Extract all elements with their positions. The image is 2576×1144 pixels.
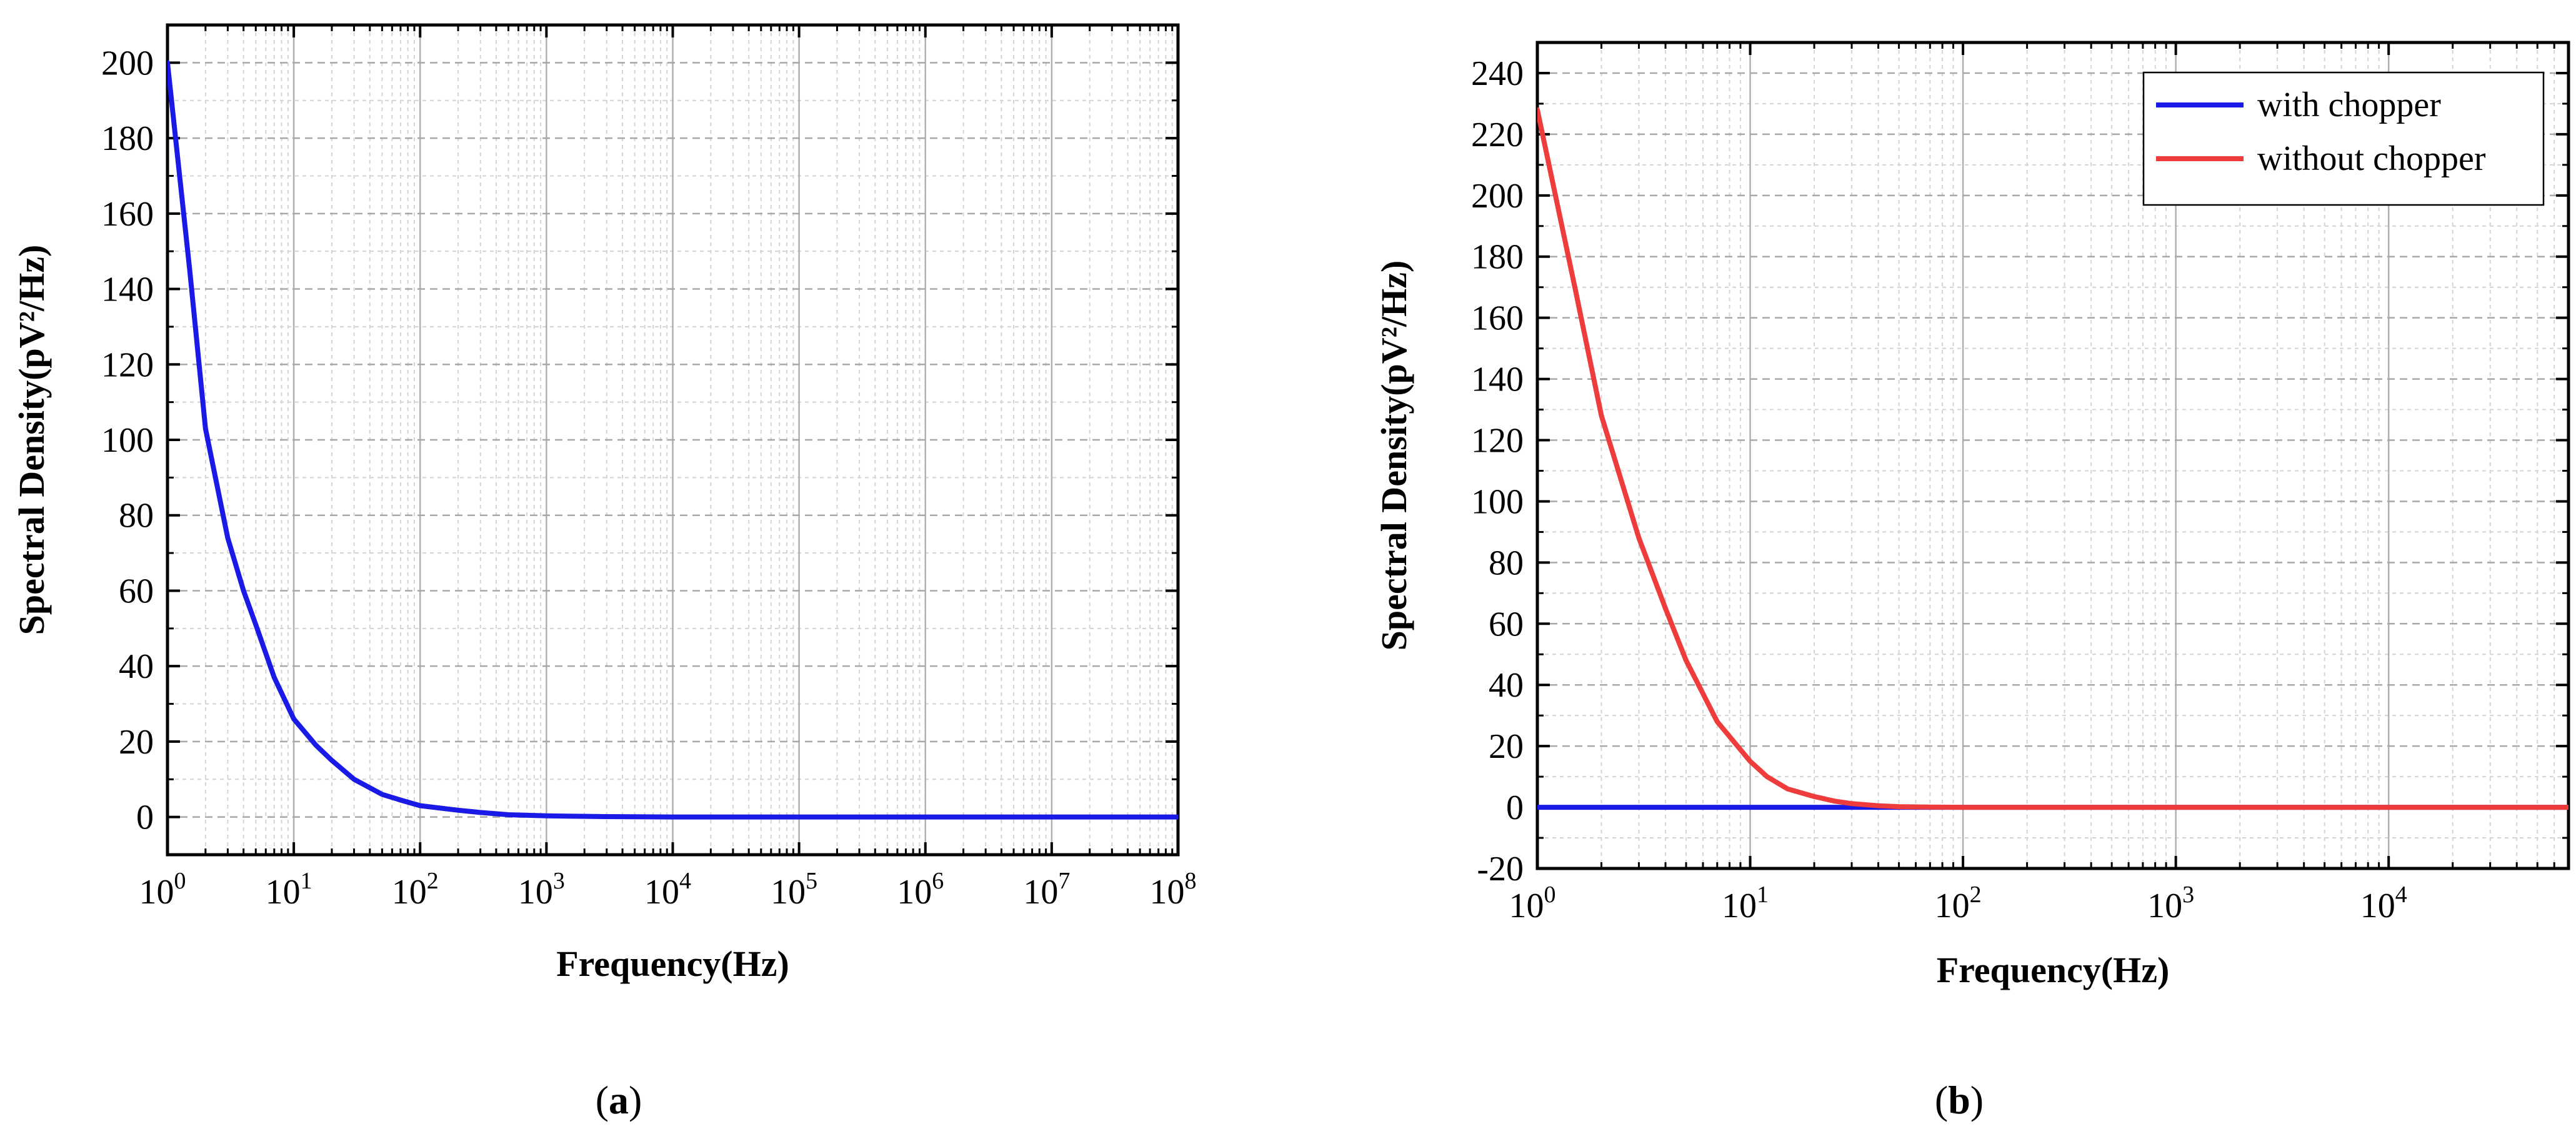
panel-a-caption: (a) <box>596 1078 642 1122</box>
y-tick-label: 120 <box>1471 422 1524 460</box>
y-tick-label: 200 <box>1471 177 1524 216</box>
y-tick-label: 80 <box>119 497 154 535</box>
y-tick-label: 0 <box>136 798 154 837</box>
y-tick-label: 40 <box>1489 666 1524 705</box>
ticks <box>166 25 1179 855</box>
y-tick-label: 80 <box>1489 544 1524 582</box>
series-line-1 <box>1537 107 2569 810</box>
x-tick-label: 103 <box>2147 882 2194 925</box>
grid <box>167 25 1178 855</box>
x-tick-label: 101 <box>1722 882 1769 925</box>
y-tick-label: 0 <box>1506 788 1524 827</box>
y-tick-label: 120 <box>101 346 154 384</box>
x-tick-label: 106 <box>897 868 944 912</box>
x-tick-label: 100 <box>139 868 186 912</box>
legend-box <box>2142 71 2545 206</box>
y-tick-label: 60 <box>119 572 154 610</box>
x-tick-label: 108 <box>1150 868 1197 912</box>
x-axis-title: Frequency(Hz) <box>1937 950 2170 990</box>
y-tick-label: 100 <box>101 421 154 460</box>
x-tick-label: 104 <box>644 868 691 912</box>
legend-label: with chopper <box>2257 86 2441 124</box>
y-tick-label: 160 <box>101 195 154 234</box>
x-tick-label: 104 <box>2360 882 2407 925</box>
series-group <box>167 60 1178 820</box>
y-tick-label: -20 <box>1477 850 1524 888</box>
plot-frame <box>1535 41 2570 870</box>
y-tick-label: 20 <box>119 723 154 762</box>
y-tick-label: 60 <box>1489 605 1524 644</box>
panel-b-caption: (b) <box>1935 1078 1984 1122</box>
legend-label: without chopper <box>2257 139 2486 178</box>
x-tick-label: 101 <box>266 868 312 912</box>
y-tick-label: 140 <box>101 271 154 309</box>
x-tick-label: 107 <box>1023 868 1070 912</box>
x-tick-label: 100 <box>1509 882 1556 925</box>
y-tick-label: 40 <box>119 647 154 686</box>
y-tick-label: 200 <box>101 44 154 82</box>
y-tick-label: 240 <box>1471 54 1524 93</box>
ticks <box>1536 42 2569 870</box>
y-tick-label: 180 <box>1471 238 1524 277</box>
y-axis-title: Spectral Density(pV²/Hz) <box>11 245 52 635</box>
y-tick-label: 220 <box>1471 116 1524 154</box>
x-tick-label: 102 <box>1935 882 1982 925</box>
y-tick-label: 20 <box>1489 727 1524 766</box>
panel-b-chart: -20 0 20 40 60 80 100 120 140 160 180 200 220 240 100 1… <box>1374 41 2570 990</box>
series-line-0 <box>167 60 1178 820</box>
y-tick-label: 140 <box>1471 361 1524 399</box>
x-tick-label: 102 <box>392 868 439 912</box>
y-tick-label: 180 <box>101 119 154 158</box>
panel-a-chart: 0 20 40 60 80 100 120 140 160 180 200 100 101 102 103 1… <box>11 23 1197 984</box>
y-axis-title: Spectral Density(pV²/Hz) <box>1374 261 1414 651</box>
x-axis-title: Frequency(Hz) <box>556 943 789 984</box>
legend: with chopper without chopper <box>2142 71 2545 206</box>
x-tick-label: 105 <box>771 868 817 912</box>
y-tick-label: 100 <box>1471 482 1524 521</box>
series-group <box>1537 107 2569 810</box>
x-tick-label: 103 <box>518 868 565 912</box>
y-tick-label: 160 <box>1471 299 1524 338</box>
